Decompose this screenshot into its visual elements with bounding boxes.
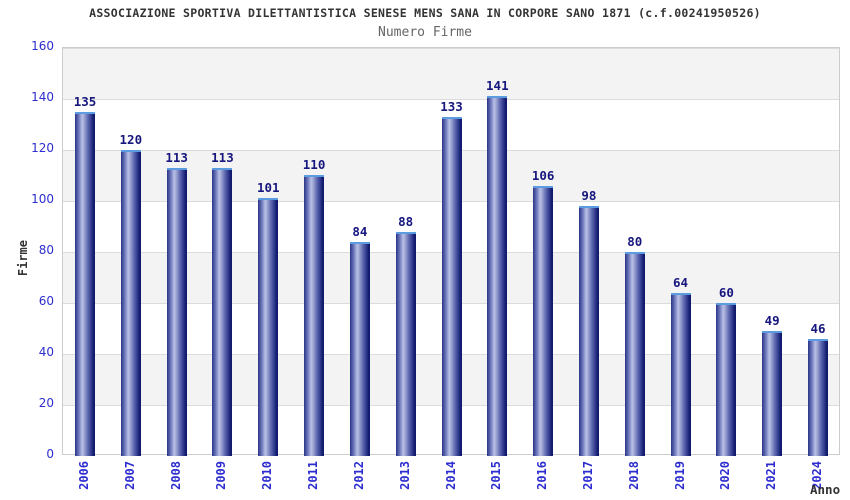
bar-value-label: 141: [486, 78, 509, 93]
y-tick-label: 0: [46, 447, 54, 461]
bar: [578, 206, 599, 456]
x-tick-label: 2015: [489, 461, 504, 490]
bar: [808, 339, 828, 456]
bar: [258, 198, 279, 456]
y-tick-label: 100: [31, 192, 54, 206]
y-tick-label: 160: [31, 39, 54, 53]
x-tick-label: 2019: [672, 461, 687, 490]
y-tick-label: 80: [38, 243, 54, 257]
y-tick-label: 60: [38, 294, 54, 308]
y-tick-label: 120: [31, 141, 54, 155]
x-tick-label: 2018: [626, 461, 641, 490]
bar: [441, 117, 462, 456]
bar-value-label: 113: [211, 150, 234, 165]
bar-value-label: 46: [810, 321, 826, 336]
x-tick-label: 2006: [77, 461, 91, 490]
bar-value-label: 120: [119, 132, 143, 147]
x-tick-label: 2011: [306, 461, 321, 490]
plot-area: 135 120 113 113 101 110 84 88 133 141 106 98 80 64 60 4…: [62, 47, 840, 456]
bar: [624, 252, 645, 456]
bar-value-label: 80: [627, 234, 643, 249]
chart-subtitle: Numero Firme: [378, 25, 472, 40]
x-tick-label: 2008: [168, 461, 183, 490]
bar: [349, 242, 370, 456]
bar-value-label: 110: [302, 157, 326, 172]
x-tick-label: 2013: [397, 461, 412, 490]
x-tick-label: 2017: [580, 461, 595, 490]
chart-title: ASSOCIAZIONE SPORTIVA DILETTANTISTICA SE…: [89, 6, 761, 20]
bar: [487, 96, 508, 456]
bar-value-label: 64: [673, 275, 689, 290]
bar-value-label: 49: [764, 313, 780, 328]
x-tick-label: 2012: [351, 461, 366, 490]
bar: [304, 175, 325, 456]
bar: [762, 331, 783, 456]
bar: [716, 303, 737, 456]
x-axis-title: Anno: [810, 482, 841, 497]
bar-value-label: 88: [398, 214, 414, 229]
bar-value-label: 113: [165, 150, 188, 165]
x-tick-label: 2020: [718, 461, 733, 490]
bar: [533, 186, 554, 456]
x-tick-label: 2014: [443, 461, 458, 490]
bar: [75, 112, 95, 456]
bar-value-label: 98: [581, 188, 597, 203]
bar-value-label: 135: [73, 94, 97, 109]
bar-value-label: 60: [718, 285, 734, 300]
x-tick-label: 2016: [535, 461, 550, 490]
y-tick-label: 20: [38, 396, 54, 410]
bar-value-label: 101: [256, 180, 280, 195]
bar: [166, 168, 187, 456]
x-tick-label: 2021: [764, 461, 779, 490]
x-tick-label: 2010: [260, 461, 275, 490]
bar: [395, 232, 416, 456]
x-tick-label: 2007: [122, 461, 137, 490]
bar: [670, 293, 691, 456]
y-tick-label: 40: [38, 345, 54, 359]
y-tick-label: 140: [31, 90, 54, 104]
bar-value-label: 133: [440, 99, 463, 114]
bar-value-label: 84: [352, 224, 368, 239]
bar-value-label: 106: [531, 168, 555, 183]
x-tick-label: 2009: [214, 461, 229, 490]
bar: [120, 150, 141, 456]
bar: [212, 168, 233, 456]
